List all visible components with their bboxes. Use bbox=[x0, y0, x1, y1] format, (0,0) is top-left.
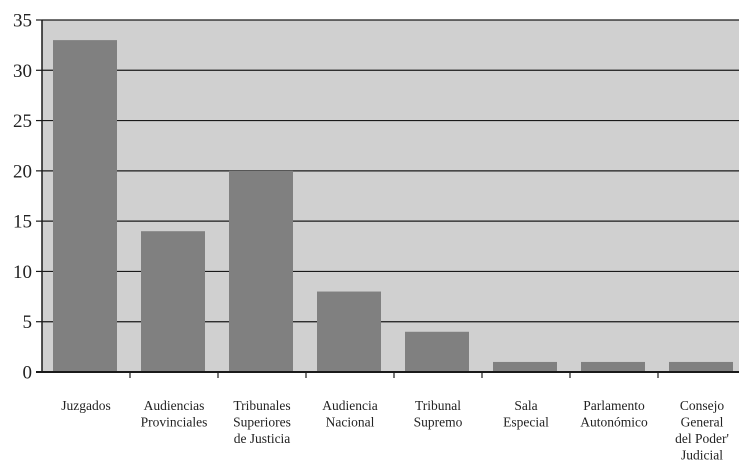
category-label-line: Audiencias bbox=[144, 398, 205, 413]
category-label: Juzgados bbox=[61, 398, 111, 413]
category-label: Tribunal Supremo bbox=[414, 398, 463, 430]
category-label-line: General bbox=[681, 415, 724, 430]
category-label-line: Supremo bbox=[414, 415, 463, 430]
category-label-line: Audiencia bbox=[322, 398, 377, 413]
y-tick-label: 25 bbox=[13, 111, 32, 132]
category-label: Audiencia Nacional bbox=[322, 398, 377, 430]
bars bbox=[53, 40, 733, 372]
category-label-line: Especial bbox=[503, 415, 549, 430]
category-label: Sala Especial bbox=[503, 398, 549, 430]
category-label: Parlamento Autonómico bbox=[580, 398, 648, 430]
y-tick-label: 20 bbox=[13, 161, 32, 182]
bar-6 bbox=[493, 361, 557, 372]
category-label: Audiencias Provinciales bbox=[141, 398, 208, 430]
category-label-line: de Justicia bbox=[234, 431, 291, 446]
bar-2 bbox=[141, 231, 205, 372]
bar-8 bbox=[669, 361, 733, 372]
category-label-line: Consejo bbox=[680, 398, 725, 413]
category-label-line: Sala bbox=[514, 398, 537, 413]
category-label: Tribunales Superiores de Justicia bbox=[233, 398, 291, 446]
category-label-line: Superiores bbox=[233, 415, 291, 430]
y-tick-label: 5 bbox=[23, 312, 33, 333]
category-label: Consejo General del Poder' Judicial bbox=[675, 398, 729, 463]
bar-5 bbox=[405, 331, 469, 372]
bar-4 bbox=[317, 291, 381, 372]
category-label-line: Autonómico bbox=[580, 415, 648, 430]
y-tick-label: 30 bbox=[13, 61, 32, 82]
category-label-line: Nacional bbox=[326, 415, 375, 430]
axes bbox=[36, 19, 739, 378]
category-label-line: Juzgados bbox=[61, 398, 111, 413]
category-label-line: Parlamento bbox=[583, 398, 645, 413]
bar-1 bbox=[53, 40, 117, 372]
y-tick-label: 10 bbox=[13, 262, 32, 283]
y-tick-labels: 0 5 10 15 20 25 30 35 bbox=[13, 11, 32, 384]
category-label-line: Tribunal bbox=[415, 398, 461, 413]
y-tick-label: 15 bbox=[13, 212, 32, 233]
bar-7 bbox=[581, 361, 645, 372]
category-labels: Juzgados Audiencias Provinciales Tribunales… bbox=[61, 398, 729, 463]
category-label-line: Tribunales bbox=[233, 398, 290, 413]
category-label-line: Provinciales bbox=[141, 415, 208, 430]
category-label-line: Judicial bbox=[681, 448, 723, 463]
y-tick-label: 35 bbox=[13, 11, 32, 32]
y-tick-label: 0 bbox=[23, 363, 33, 384]
bar-3 bbox=[229, 170, 293, 372]
category-label-line: del Poder' bbox=[675, 431, 729, 446]
